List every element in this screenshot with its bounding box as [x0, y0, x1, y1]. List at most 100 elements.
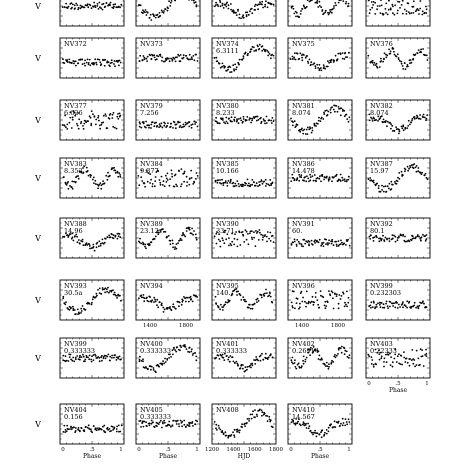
data-point: [395, 126, 397, 128]
data-point: [301, 423, 304, 426]
data-point: [142, 9, 144, 12]
data-point: [224, 229, 227, 232]
data-point: [404, 240, 407, 243]
data-point: [370, 301, 373, 304]
data-point: [231, 240, 234, 243]
data-point: [383, 58, 385, 61]
data-point: [245, 300, 248, 303]
data-point: [235, 68, 238, 71]
data-point: [145, 421, 148, 424]
data-point: [190, 298, 193, 300]
data-point: [291, 55, 294, 58]
data-point: [374, 64, 377, 66]
data-point: [320, 69, 323, 72]
data-point: [153, 296, 156, 299]
data-point: [419, 7, 422, 10]
data-point: [179, 60, 182, 63]
data-point: [382, 60, 384, 63]
data-point: [82, 355, 85, 358]
data-point: [180, 185, 182, 188]
data-point: [76, 308, 79, 311]
data-point: [169, 307, 171, 310]
data-point: [318, 63, 321, 66]
data-point: [425, 5, 427, 8]
data-point: [309, 176, 312, 179]
data-point: [83, 429, 85, 431]
data-point: [188, 0, 190, 1]
data-point: [259, 1, 261, 3]
data-point: [367, 54, 370, 57]
data-point: [91, 431, 93, 434]
data-point: [153, 185, 156, 188]
data-point: [242, 55, 245, 58]
data-point: [96, 294, 98, 297]
data-point: [115, 359, 118, 361]
data-point: [115, 430, 118, 433]
data-point: [379, 190, 382, 193]
data-point: [77, 6, 80, 9]
data-point: [327, 11, 329, 14]
data-point: [140, 426, 142, 428]
data-point: [313, 174, 316, 176]
data-point: [71, 6, 73, 9]
data-point: [80, 427, 83, 430]
data-point: [82, 125, 84, 127]
data-point: [391, 130, 394, 132]
data-point: [105, 288, 108, 291]
data-point: [95, 296, 97, 298]
data-point: [335, 240, 337, 243]
star-period: 14.96: [64, 227, 83, 235]
data-point: [139, 4, 142, 7]
data-point: [163, 362, 166, 365]
data-point: [195, 5, 198, 8]
data-point: [194, 352, 197, 354]
data-point: [402, 68, 405, 70]
data-point: [234, 233, 236, 236]
data-point: [379, 12, 382, 15]
star-name: NV395: [216, 282, 239, 290]
data-point: [161, 304, 163, 307]
data-point: [296, 363, 299, 366]
data-point: [162, 311, 165, 313]
data-point: [229, 178, 232, 181]
data-point: [423, 302, 425, 305]
data-point: [389, 364, 392, 366]
data-point: [257, 8, 259, 11]
data-point: [266, 292, 268, 294]
data-point: [176, 419, 179, 422]
data-point: [112, 125, 115, 128]
data-point: [69, 111, 72, 114]
data-point: [215, 120, 218, 123]
data-point: [380, 0, 382, 1]
data-point: [119, 236, 122, 239]
data-point: [250, 417, 253, 420]
data-point: [156, 425, 158, 427]
data-point: [317, 350, 320, 353]
data-point: [116, 170, 119, 173]
data-point: [422, 116, 424, 119]
data-point: [158, 126, 161, 128]
data-point: [314, 179, 317, 182]
data-point: [425, 348, 427, 351]
star-period: 30.5a: [64, 289, 82, 297]
data-point: [258, 184, 261, 187]
data-point: [184, 123, 187, 126]
data-point: [316, 240, 319, 243]
data-point: [388, 237, 391, 240]
data-point: [235, 184, 238, 187]
data-point: [170, 169, 173, 172]
data-point: [382, 190, 385, 193]
data-point: [67, 5, 70, 8]
data-point: [268, 53, 271, 55]
data-point: [367, 353, 370, 356]
data-point: [291, 305, 294, 307]
data-point: [309, 354, 311, 357]
data-point: [416, 234, 419, 236]
data-point: [261, 49, 264, 52]
data-point: [401, 127, 404, 130]
data-point: [119, 114, 122, 117]
data-point: [70, 358, 72, 361]
data-point: [326, 301, 329, 304]
star-name: NV394: [140, 282, 163, 290]
data-point: [313, 301, 315, 304]
